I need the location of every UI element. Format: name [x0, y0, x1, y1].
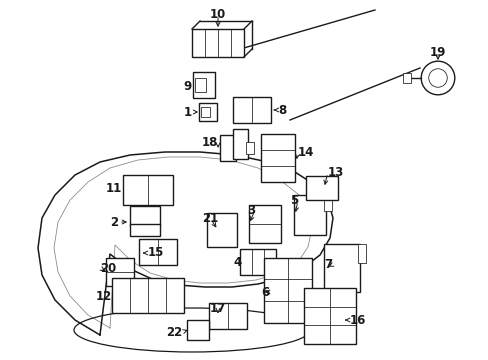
Bar — [130, 206, 160, 226]
Text: 10: 10 — [209, 8, 225, 21]
Bar — [261, 134, 294, 182]
Text: 13: 13 — [327, 166, 344, 179]
Text: 9: 9 — [183, 80, 192, 93]
Bar — [293, 195, 325, 235]
Circle shape — [428, 69, 447, 87]
Text: 11: 11 — [105, 181, 122, 194]
Bar — [232, 97, 270, 123]
Text: 17: 17 — [209, 302, 225, 315]
Text: 6: 6 — [261, 285, 269, 298]
Bar — [186, 320, 208, 340]
Text: 1: 1 — [183, 105, 192, 118]
Text: 5: 5 — [289, 194, 297, 207]
Bar — [193, 72, 215, 98]
Text: 2: 2 — [110, 216, 118, 229]
Text: 20: 20 — [100, 261, 116, 274]
Bar — [403, 73, 410, 83]
Text: 22: 22 — [165, 325, 182, 338]
Bar — [232, 129, 247, 159]
Bar — [201, 107, 209, 117]
Bar — [199, 103, 217, 121]
Bar — [130, 224, 160, 237]
Text: 4: 4 — [233, 256, 242, 270]
Bar — [192, 29, 244, 57]
Bar — [264, 257, 311, 323]
Bar — [324, 195, 331, 211]
Text: 19: 19 — [429, 45, 445, 58]
Bar — [240, 249, 275, 275]
Bar — [112, 278, 183, 312]
Text: 15: 15 — [148, 247, 164, 260]
Circle shape — [420, 61, 454, 95]
Bar — [106, 258, 134, 286]
Bar — [206, 213, 237, 247]
Bar — [123, 175, 173, 205]
Bar — [245, 142, 253, 154]
Bar — [195, 78, 206, 92]
Bar — [305, 176, 337, 200]
Bar — [357, 244, 365, 263]
Bar — [219, 135, 236, 161]
Bar — [304, 288, 355, 344]
Text: 12: 12 — [96, 289, 112, 302]
Bar — [248, 205, 281, 243]
Bar — [208, 303, 246, 329]
Bar — [139, 239, 177, 265]
Bar — [324, 244, 359, 292]
Text: 3: 3 — [246, 203, 254, 216]
Text: 21: 21 — [202, 211, 218, 225]
Text: 18: 18 — [201, 135, 218, 148]
Text: 14: 14 — [297, 145, 314, 158]
Text: 16: 16 — [349, 314, 366, 327]
Text: 7: 7 — [323, 258, 331, 271]
Text: 8: 8 — [278, 104, 285, 117]
